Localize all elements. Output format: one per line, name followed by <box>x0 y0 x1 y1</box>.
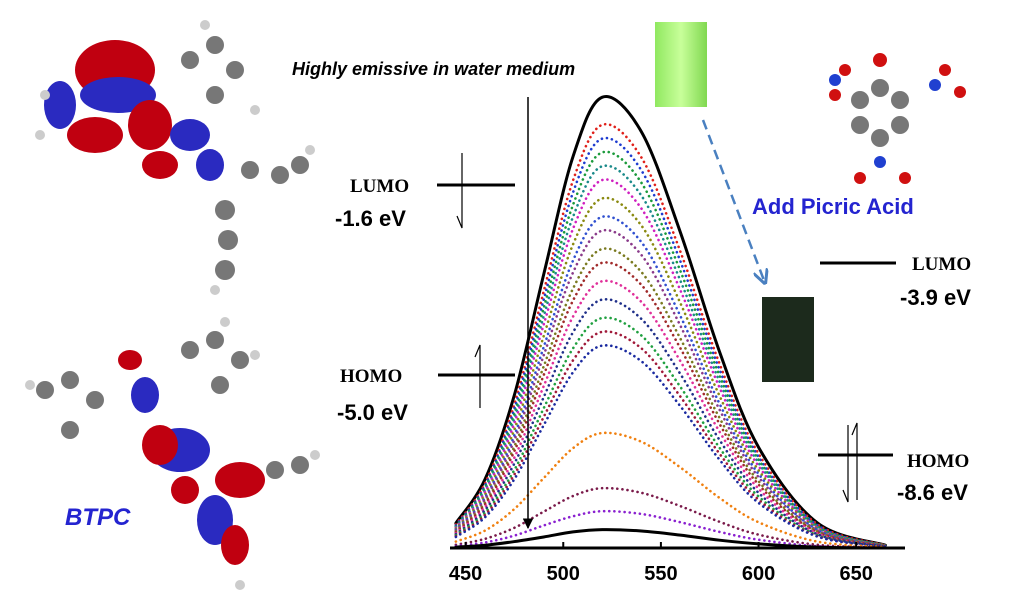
annotation: LUMO <box>350 176 409 197</box>
spectrum <box>454 261 887 548</box>
spectrum <box>454 279 887 548</box>
spin-arrows <box>456 153 858 503</box>
annotation: -1.6 eV <box>335 206 406 231</box>
x-tick-label: 500 <box>547 563 580 585</box>
x-tick-label: 600 <box>742 563 775 585</box>
spectrum <box>454 431 887 549</box>
annotation: -8.6 eV <box>897 480 968 505</box>
annotation: Add Picric Acid <box>752 194 914 219</box>
spectrum <box>454 136 887 547</box>
spectrum <box>454 330 887 548</box>
arrow <box>701 119 765 283</box>
x-tick-label: 650 <box>839 563 872 585</box>
compound-label: BTPC <box>65 504 131 531</box>
annotation: -3.9 eV <box>900 285 971 310</box>
molecule-top <box>35 20 315 295</box>
spectrum <box>454 215 887 548</box>
spectrum <box>454 509 887 550</box>
molecule-bottom <box>25 317 320 590</box>
spectrum <box>454 344 887 548</box>
spectrum <box>454 95 887 547</box>
spectrum <box>454 196 887 547</box>
annotation: Highly emissive in water medium <box>292 59 575 79</box>
spectrum <box>454 178 887 547</box>
annotation: HOMO <box>340 366 402 387</box>
spectrum <box>454 297 887 548</box>
x-tick-label: 450 <box>449 563 482 585</box>
annotation: HOMO <box>907 451 969 472</box>
spectrum <box>454 122 887 547</box>
picric-acid <box>829 53 966 184</box>
vial-dark <box>762 297 814 382</box>
plot: 450 500 550 600 650 <box>449 95 905 585</box>
spectrum <box>454 164 887 547</box>
spectrum <box>454 486 887 549</box>
vial-bright <box>655 22 707 107</box>
annotation: -5.0 eV <box>337 400 408 425</box>
spectrum <box>454 316 887 548</box>
x-tick-label: 550 <box>644 563 677 585</box>
spectrum <box>454 528 887 550</box>
energy-levels <box>437 183 896 457</box>
annotation: LUMO <box>912 254 971 275</box>
spectrum <box>454 150 887 547</box>
